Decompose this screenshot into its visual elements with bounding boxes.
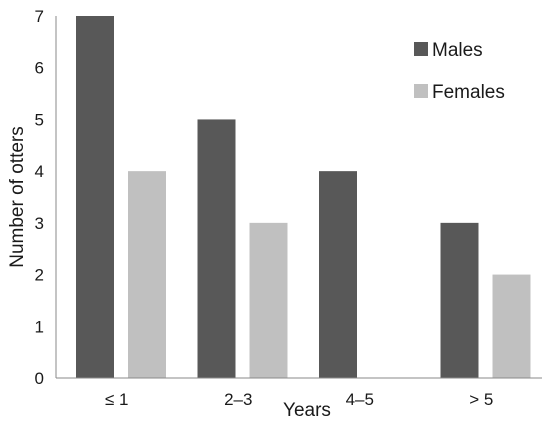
bar-males-2 [319,171,357,378]
x-tick-label: ≤ 1 [105,390,129,409]
y-tick-label: 4 [35,162,44,181]
bar-males-0 [76,16,114,378]
y-tick-label: 7 [35,7,44,26]
y-axis-title: Number of otters [7,126,28,268]
bar-females-0 [128,171,166,378]
y-tick-label: 3 [35,214,44,233]
bars-layer [76,16,531,378]
y-tick-label: 1 [35,317,44,336]
x-tick-label: 4–5 [346,390,374,409]
legend-label-females: Females [432,82,505,103]
bar-males-1 [197,119,236,378]
legend: Males Females [414,40,505,103]
x-axis-title: Years [283,400,331,421]
y-tick-label: 5 [35,110,44,129]
x-tick-labels: ≤ 1 2–3 4–5 > 5 [105,390,493,409]
legend-swatch-females [414,84,428,98]
x-tick-label: 2–3 [224,390,252,409]
y-tick-label: 2 [35,266,44,285]
bar-females-3 [492,274,531,378]
y-tick-labels: 0 1 2 3 4 5 6 7 [35,7,44,388]
y-tick-label: 0 [35,369,44,388]
bar-males-3 [440,222,479,378]
x-tick-label: > 5 [469,390,493,409]
y-tick-label: 6 [35,59,44,78]
legend-swatch-males [414,42,428,56]
bar-females-1 [249,222,288,378]
legend-label-males: Males [432,40,483,61]
